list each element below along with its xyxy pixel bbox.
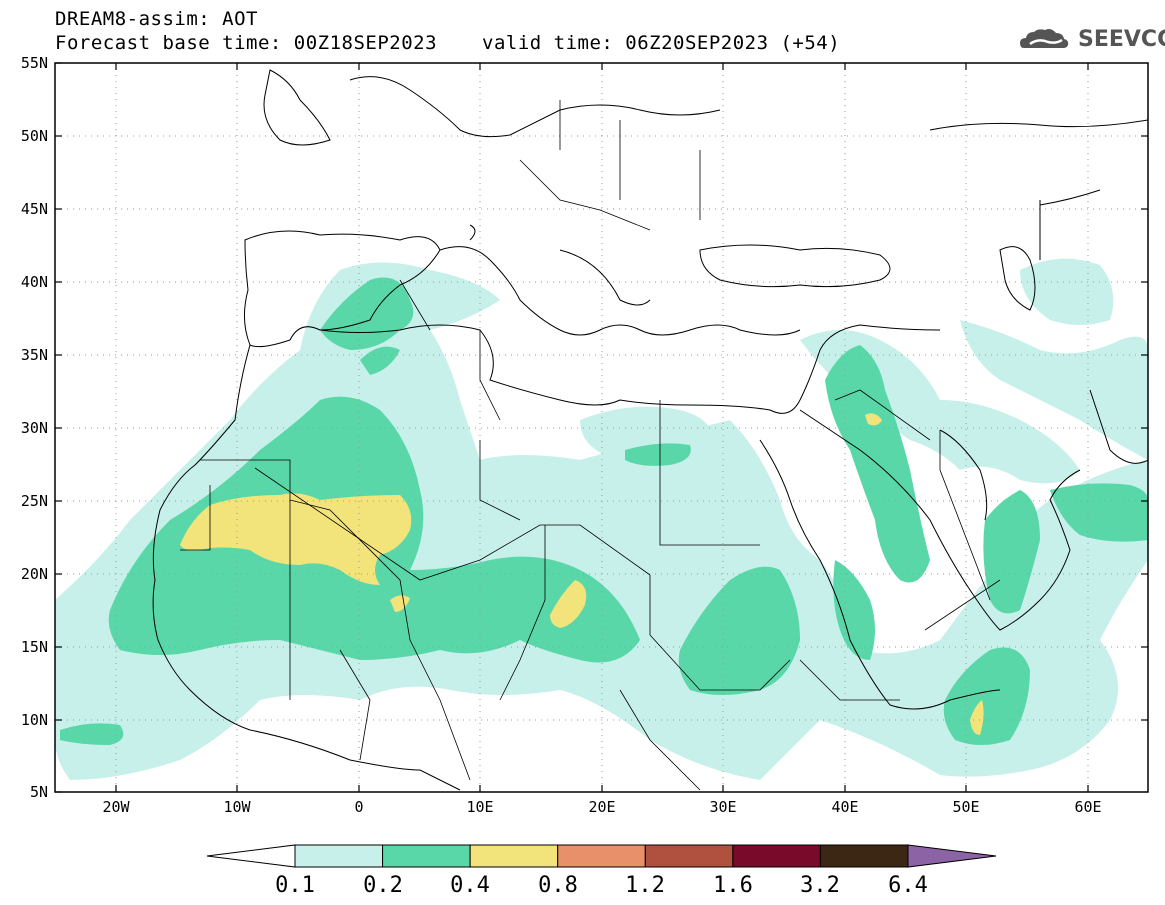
colorbar-box xyxy=(819,844,909,868)
lon-label: 20W xyxy=(102,798,130,816)
colorbar-label: 0.2 xyxy=(363,873,403,898)
colorbar-box xyxy=(644,844,734,868)
colorbar-box xyxy=(294,844,384,868)
lat-label: 10N xyxy=(21,711,48,729)
lon-label: 30E xyxy=(709,798,736,816)
lat-label: 45N xyxy=(21,200,48,218)
lon-label: 50E xyxy=(952,798,979,816)
colorbar-label: 3.2 xyxy=(800,873,840,898)
colorbar-label: 1.2 xyxy=(625,873,665,898)
lon-label: 10E xyxy=(466,798,493,816)
colorbar: 0.1 0.2 0.4 0.8 1.2 1.6 3.2 6.4 xyxy=(206,844,997,898)
lat-label: 20N xyxy=(21,565,48,583)
lat-label: 5N xyxy=(30,783,48,801)
lon-label: 60E xyxy=(1074,798,1101,816)
lat-label: 50N xyxy=(21,127,48,145)
colorbar-label: 1.6 xyxy=(713,873,753,898)
lat-label: 25N xyxy=(21,492,48,510)
lon-label: 20E xyxy=(588,798,615,816)
colorbar-box xyxy=(382,844,471,868)
lat-label: 55N xyxy=(21,54,48,72)
lat-axis: 55N 50N 45N 40N 35N 30N 25N 20N 15N 10N … xyxy=(21,54,1148,801)
borders xyxy=(180,100,1001,791)
colorbar-label: 0.4 xyxy=(450,873,490,898)
aot-contours xyxy=(55,258,1148,780)
colorbar-label: 6.4 xyxy=(888,873,928,898)
lat-label: 35N xyxy=(21,346,48,364)
colorbar-boxes xyxy=(294,844,909,868)
lon-label: 40E xyxy=(831,798,858,816)
lat-label: 40N xyxy=(21,273,48,291)
lon-label: 0 xyxy=(354,798,363,816)
logo-text: SEEVCCC xyxy=(1078,27,1165,52)
colorbar-box xyxy=(732,844,821,868)
contour-0-4 xyxy=(180,413,984,735)
lat-label: 15N xyxy=(21,638,48,656)
colorbar-label: 0.1 xyxy=(275,873,315,898)
valid-time: valid time: 06Z20SEP2023 (+54) xyxy=(482,32,841,54)
coastlines xyxy=(152,69,1148,791)
colorbar-box xyxy=(557,844,646,868)
lon-label: 10W xyxy=(223,798,251,816)
colorbar-label: 0.8 xyxy=(538,873,578,898)
colorbar-box xyxy=(469,844,559,868)
graticule xyxy=(55,63,1148,792)
lon-axis: 20W 10W 0 10E 20E 30E 40E 50E 60E xyxy=(102,63,1102,816)
cloud-icon xyxy=(1020,29,1069,48)
map-title: DREAM8-assim: AOT xyxy=(55,8,258,30)
colorbar-over-arrow xyxy=(907,844,997,868)
forecast-base-time: Forecast base time: 00Z18SEP2023 xyxy=(55,32,438,54)
lat-label: 30N xyxy=(21,419,48,437)
colorbar-under-arrow xyxy=(206,844,296,868)
